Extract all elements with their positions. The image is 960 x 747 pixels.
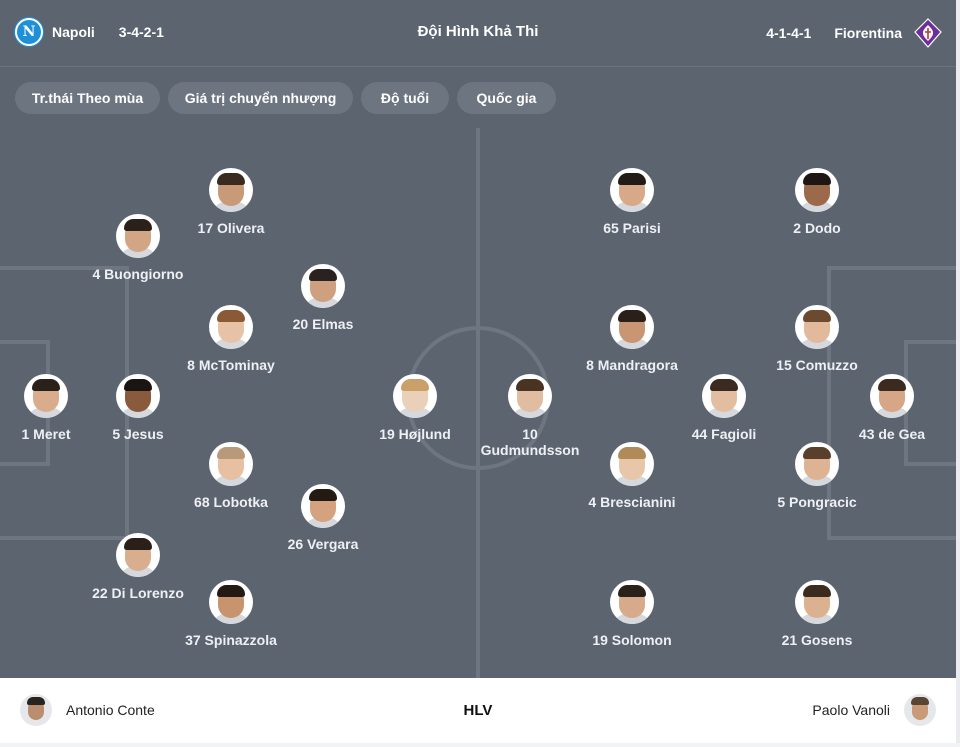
player-fagioli[interactable]: 44 Fagioli — [644, 374, 804, 442]
home-team-name: Napoli — [52, 24, 95, 40]
player-meret[interactable]: 1 Meret — [0, 374, 126, 442]
player-photo — [795, 442, 839, 486]
player-photo — [795, 168, 839, 212]
player-label: 26 Vergara — [287, 536, 359, 552]
player-label: 4 Buongiorno — [92, 266, 184, 282]
away-formation: 4-1-4-1 — [766, 25, 812, 41]
player-solomon[interactable]: 19 Solomon — [552, 580, 712, 648]
tab-age[interactable]: Độ tuổi — [361, 82, 449, 114]
player-de-gea[interactable]: 43 de Gea — [829, 374, 955, 442]
player-label: 65 Parisi — [603, 220, 661, 236]
pitch: 17 Olivera 4 Buongiorno 20 Elmas 8 McTom… — [0, 128, 956, 678]
away-team-name: Fiorentina — [834, 25, 902, 41]
player-label: 44 Fagioli — [691, 426, 757, 442]
tab-season-form[interactable]: Tr.thái Theo mùa — [15, 82, 160, 114]
coaches-footer: Antonio Conte HLV Paolo Vanoli — [0, 678, 956, 743]
coach-heading: HLV — [463, 702, 493, 719]
player-gudmundsson[interactable]: 10 Gudmundsson — [450, 374, 610, 458]
player-photo — [610, 442, 654, 486]
player-label: 19 Solomon — [592, 632, 672, 648]
player-vergara[interactable]: 26 Vergara — [243, 484, 403, 552]
lineup-header: N Napoli 3-4-2-1 Đội Hình Khả Thi 4-1-4-… — [0, 0, 956, 66]
player-label: 1 Meret — [21, 426, 71, 442]
player-photo — [209, 305, 253, 349]
player-parisi[interactable]: 65 Parisi — [552, 168, 712, 236]
player-photo — [508, 374, 552, 418]
player-label: 68 Lobotka — [194, 494, 268, 510]
player-brescianini[interactable]: 4 Brescianini — [552, 442, 712, 510]
tab-nationality[interactable]: Quốc gia — [457, 82, 556, 114]
player-photo — [301, 264, 345, 308]
player-hojlund[interactable]: 19 Højlund — [335, 374, 495, 442]
napoli-logo-icon: N — [15, 18, 43, 46]
home-team[interactable]: N Napoli 3-4-2-1 — [15, 18, 164, 46]
player-label: 19 Højlund — [379, 426, 451, 442]
player-label: 20 Elmas — [292, 316, 354, 332]
player-label: 10 Gudmundsson — [480, 426, 580, 458]
home-coach[interactable]: Antonio Conte — [20, 694, 155, 726]
panel-edge — [956, 0, 960, 747]
player-label: 22 Di Lorenzo — [92, 585, 184, 601]
player-olivera[interactable]: 17 Olivera — [151, 168, 311, 236]
player-mandragora[interactable]: 8 Mandragora — [552, 305, 712, 373]
player-photo — [209, 168, 253, 212]
filter-tabs: Tr.thái Theo mùa Giá trị chuyển nhượng Đ… — [0, 66, 956, 128]
player-photo — [702, 374, 746, 418]
coach-photo — [20, 694, 52, 726]
player-label: 8 Mandragora — [586, 357, 678, 373]
page-title: Đội Hình Khả Thi — [417, 23, 539, 40]
player-photo — [24, 374, 68, 418]
player-label: 43 de Gea — [858, 426, 926, 442]
home-coach-name: Antonio Conte — [66, 702, 155, 718]
away-team[interactable]: 4-1-4-1 Fiorentina — [766, 18, 942, 48]
coach-photo — [904, 694, 936, 726]
fiorentina-logo-icon — [914, 18, 942, 48]
player-photo — [301, 484, 345, 528]
player-label: 5 Pongracic — [777, 494, 857, 510]
player-label: 4 Brescianini — [588, 494, 676, 510]
player-photo — [116, 533, 160, 577]
player-photo — [870, 374, 914, 418]
player-spinazzola[interactable]: 37 Spinazzola — [151, 580, 311, 648]
tab-market-value[interactable]: Giá trị chuyển nhượng — [168, 82, 353, 114]
home-formation: 3-4-2-1 — [118, 24, 164, 40]
player-photo — [610, 305, 654, 349]
player-photo — [610, 168, 654, 212]
player-elmas[interactable]: 20 Elmas — [243, 264, 403, 332]
player-label: 17 Olivera — [197, 220, 265, 236]
player-label: 8 McTominay — [187, 357, 275, 373]
player-label: 21 Gosens — [781, 632, 853, 648]
player-pongracic[interactable]: 5 Pongracic — [737, 442, 897, 510]
player-mctominay[interactable]: 8 McTominay — [151, 305, 311, 373]
player-label: 5 Jesus — [112, 426, 164, 442]
player-lobotka[interactable]: 68 Lobotka — [151, 442, 311, 510]
player-photo — [795, 305, 839, 349]
player-di-lorenzo[interactable]: 22 Di Lorenzo — [58, 533, 218, 601]
player-photo — [795, 580, 839, 624]
player-comuzzo[interactable]: 15 Comuzzo — [737, 305, 897, 373]
player-label: 15 Comuzzo — [776, 357, 858, 373]
away-coach-name: Paolo Vanoli — [812, 702, 890, 718]
player-gosens[interactable]: 21 Gosens — [737, 580, 897, 648]
player-dodo[interactable]: 2 Dodo — [737, 168, 897, 236]
player-photo — [116, 214, 160, 258]
player-photo — [610, 580, 654, 624]
panel-bottom-edge — [0, 743, 960, 747]
player-buongiorno[interactable]: 4 Buongiorno — [58, 214, 218, 282]
player-photo — [393, 374, 437, 418]
player-photo — [116, 374, 160, 418]
player-label: 2 Dodo — [793, 220, 841, 236]
away-coach[interactable]: Paolo Vanoli — [812, 694, 936, 726]
player-photo — [209, 442, 253, 486]
player-label: 37 Spinazzola — [185, 632, 277, 648]
player-photo — [209, 580, 253, 624]
player-jesus[interactable]: 5 Jesus — [58, 374, 218, 442]
